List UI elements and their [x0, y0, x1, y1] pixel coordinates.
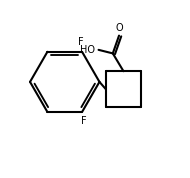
Text: F: F [78, 37, 83, 47]
Text: HO: HO [80, 45, 95, 55]
Text: O: O [115, 23, 123, 33]
Text: F: F [81, 116, 87, 126]
